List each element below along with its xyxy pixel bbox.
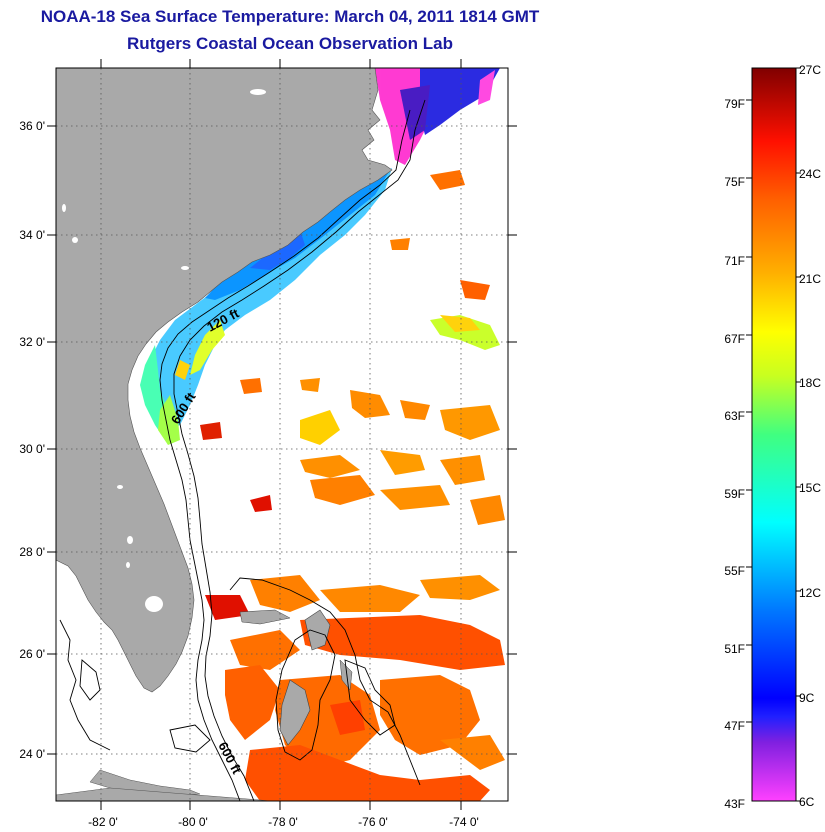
cuba-coast [56, 787, 271, 801]
abaco-island [304, 609, 331, 651]
lakes [62, 89, 266, 612]
colorbar [751, 67, 797, 802]
colorbar-ticks [746, 67, 801, 802]
lon-tick-label: -80 0' [178, 815, 208, 829]
andros-island [279, 679, 311, 746]
axis-ticks [47, 59, 517, 810]
colorbar-label-f: 79F [724, 97, 745, 111]
sst-offshore-warm [200, 170, 505, 801]
lon-tick-label: -76 0' [358, 815, 388, 829]
isobath-contours [59, 99, 426, 801]
colorbar-label-c: 21C [799, 272, 821, 286]
lat-tick-label: 24 0' [19, 747, 45, 761]
eleuthera [339, 659, 353, 691]
lon-tick-label: -82 0' [88, 815, 118, 829]
lon-tick-label: -74 0' [449, 815, 479, 829]
lat-tick-label: 28 0' [19, 545, 45, 559]
lon-tick-label: -78 0' [268, 815, 298, 829]
grand-bahama [239, 609, 291, 625]
lat-tick-label: 26 0' [19, 647, 45, 661]
lat-tick-label: 30 0' [19, 442, 45, 456]
colorbar-label-f: 51F [724, 642, 745, 656]
map-subtitle: Rutgers Coastal Ocean Observation Lab [127, 34, 453, 53]
colorbar-label-c: 9C [799, 691, 815, 705]
lat-tick-label: 36 0' [19, 119, 45, 133]
lat-tick-label: 32 0' [19, 335, 45, 349]
colorbar-label-c: 6C [799, 795, 815, 809]
colorbar-label-f: 59F [724, 487, 745, 501]
map-title: NOAA-18 Sea Surface Temperature: March 0… [40, 7, 540, 26]
colorbar-label-c: 24C [799, 167, 821, 181]
colorbar-label-f: 71F [724, 254, 745, 268]
graticule [56, 68, 508, 801]
land-mass [56, 68, 393, 693]
colorbar-label-c: 18C [799, 376, 821, 390]
colorbar-label-f: 63F [724, 409, 745, 423]
colorbar-label-c: 12C [799, 586, 821, 600]
colorbar-label-f: 43F [724, 797, 745, 811]
colorbar-label-f: 75F [724, 175, 745, 189]
colorbar-label-f: 55F [724, 564, 745, 578]
colorbar-label-f: 67F [724, 332, 745, 346]
colorbar-label-c: 15C [799, 481, 821, 495]
colorbar-label-f: 47F [724, 719, 745, 733]
lat-tick-label: 34 0' [19, 228, 45, 242]
colorbar-label-c: 27C [799, 63, 821, 77]
map-frame [55, 67, 509, 802]
